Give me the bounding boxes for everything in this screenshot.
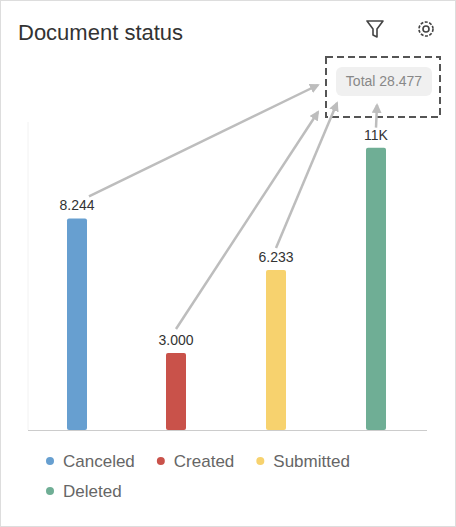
- arrow: [376, 105, 377, 128]
- data-label: 8.244: [59, 197, 94, 213]
- legend-item[interactable]: Created: [157, 452, 234, 471]
- arrow: [176, 112, 318, 329]
- card-frame: [1, 1, 456, 527]
- data-label: 11K: [364, 127, 389, 143]
- total-label: Total 28.477: [346, 73, 422, 89]
- legend-label: Canceled: [63, 452, 135, 471]
- legend-swatch: [157, 457, 165, 465]
- data-label: 3.000: [158, 332, 193, 348]
- gear-inner: [423, 26, 429, 32]
- legend-item[interactable]: Canceled: [46, 452, 135, 471]
- chart-title: Document status: [18, 20, 183, 45]
- bar: [166, 353, 186, 430]
- bar: [366, 148, 386, 430]
- arrow: [276, 103, 337, 248]
- legend-item[interactable]: Submitted: [256, 452, 350, 471]
- legend-item[interactable]: Deleted: [46, 482, 122, 501]
- legend-swatch: [46, 487, 54, 495]
- data-label: 6.233: [258, 249, 293, 265]
- x-axis: [28, 430, 427, 431]
- total-pill: [336, 67, 432, 96]
- legend-label: Created: [174, 452, 234, 471]
- legend: Canceled Created Submitted Deleted: [46, 452, 350, 501]
- arrow: [89, 85, 318, 196]
- filter-icon[interactable]: [367, 21, 383, 37]
- bar: [67, 218, 87, 430]
- total-highlight-box: [326, 57, 440, 117]
- legend-label: Submitted: [273, 452, 350, 471]
- legend-swatch: [46, 457, 54, 465]
- legend-label: Deleted: [63, 482, 122, 501]
- y-axis-range: [28, 122, 29, 430]
- settings-icon[interactable]: [419, 22, 433, 36]
- bar: [266, 270, 286, 430]
- gear-outer: [419, 22, 433, 36]
- legend-swatch: [256, 457, 264, 465]
